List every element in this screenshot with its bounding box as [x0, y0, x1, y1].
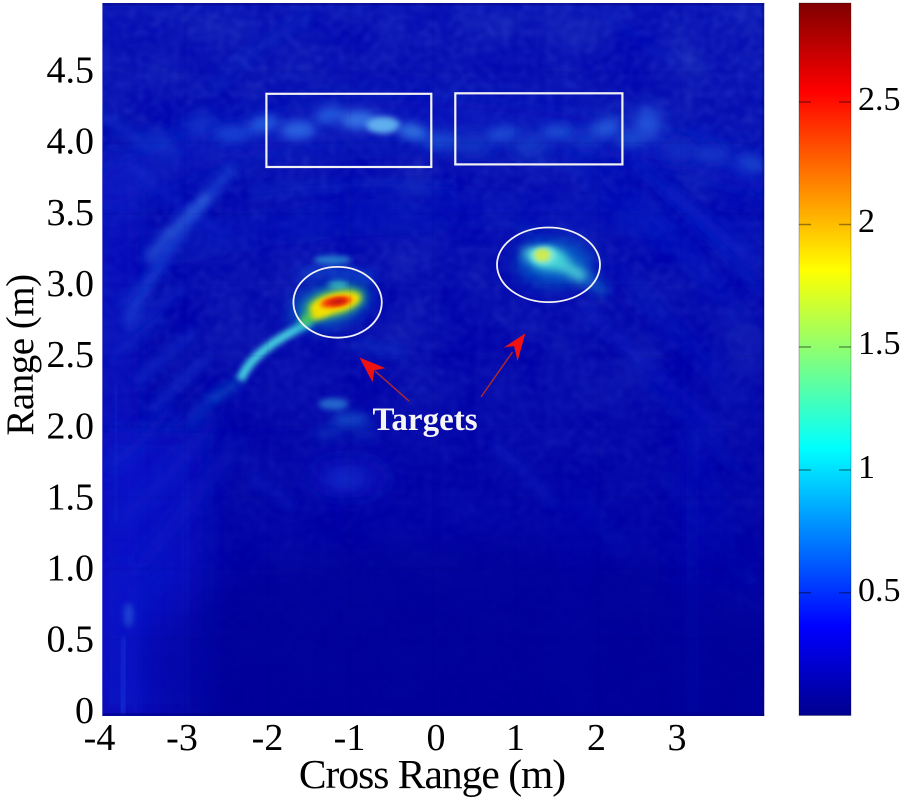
svg-text:4.0: 4.0 [47, 121, 95, 163]
svg-text:1.5: 1.5 [47, 477, 95, 519]
svg-text:-4: -4 [84, 717, 116, 759]
svg-text:1.0: 1.0 [47, 548, 95, 590]
svg-text:2: 2 [587, 717, 606, 759]
svg-text:3.0: 3.0 [47, 263, 95, 305]
svg-text:Targets: Targets [372, 402, 477, 438]
svg-text:-3: -3 [166, 717, 198, 759]
svg-text:-1: -1 [334, 717, 366, 759]
svg-text:1.5: 1.5 [858, 325, 900, 362]
svg-text:-2: -2 [252, 717, 284, 759]
svg-text:2.5: 2.5 [858, 81, 900, 118]
svg-text:Cross Range (m): Cross Range (m) [299, 751, 565, 798]
svg-text:0: 0 [427, 717, 446, 759]
svg-text:Range (m): Range (m) [0, 274, 42, 435]
svg-text:3.5: 3.5 [47, 192, 95, 234]
svg-text:2.0: 2.0 [47, 406, 95, 448]
svg-text:3: 3 [668, 717, 687, 759]
svg-text:4.5: 4.5 [47, 50, 95, 92]
svg-text:0.5: 0.5 [47, 619, 95, 661]
svg-text:1: 1 [858, 449, 875, 486]
svg-text:0.5: 0.5 [858, 572, 900, 609]
svg-text:2.5: 2.5 [47, 334, 95, 376]
svg-text:2: 2 [858, 203, 875, 240]
svg-text:0: 0 [75, 690, 94, 732]
svg-text:1: 1 [506, 717, 525, 759]
